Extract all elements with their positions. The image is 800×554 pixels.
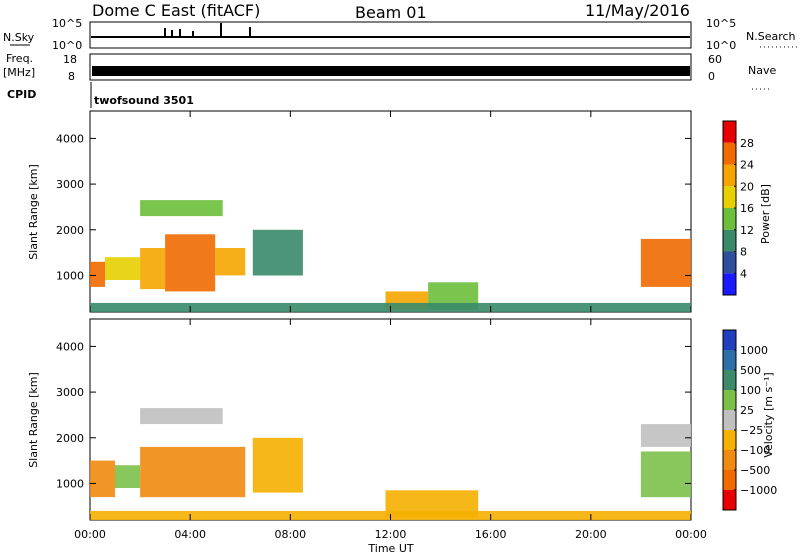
colorbar-swatch — [723, 273, 736, 296]
cpid-label: CPID — [7, 88, 36, 101]
x-tick-label: 00:00 — [675, 528, 707, 541]
heatmap-patch — [640, 424, 691, 447]
colorbar-tick-label: 12 — [740, 224, 754, 237]
velocity-heatmap — [90, 408, 691, 520]
colorbar-swatch — [723, 164, 736, 187]
nsky-label: N.Sky — [3, 31, 35, 44]
colorbar-tick-label: 500 — [740, 364, 761, 377]
colorbar-tick-label: −25 — [740, 424, 763, 437]
date-title: 11/May/2016 — [585, 1, 690, 20]
colorbar-swatch — [723, 186, 736, 209]
heatmap-patch — [165, 234, 216, 292]
velocity-y-axis: 1000 2000 3000 4000 — [56, 340, 691, 490]
x-tick-label: 20:00 — [575, 528, 607, 541]
y-tick-label: 4000 — [56, 132, 84, 145]
freq-label: Freq. — [6, 52, 33, 65]
colorbar-swatch — [723, 390, 736, 410]
power-colorbar: 4 8 12 16 20 24 28 — [722, 120, 754, 296]
colorbar-swatch — [723, 208, 736, 230]
y-tick-label: 1000 — [56, 269, 84, 282]
colorbar-swatch — [723, 229, 736, 252]
colorbar-tick-label: 25 — [740, 404, 754, 417]
nsky-left-top: 10^5 — [52, 17, 82, 30]
colorbar-swatch — [723, 410, 736, 430]
heatmap-patch — [105, 257, 141, 280]
heatmap-patch — [252, 437, 303, 493]
colorbar-tick-label: 20 — [740, 180, 754, 193]
power-heatmap — [90, 200, 691, 312]
y-tick-label: 2000 — [56, 224, 84, 237]
colorbar-swatch — [723, 370, 736, 390]
power-y-axis: 1000 2000 3000 4000 — [56, 132, 691, 282]
x-tick-label: 00:00 — [74, 528, 106, 541]
x-tick-label: 08:00 — [274, 528, 306, 541]
nsky-right-bottom: 10^0 — [706, 39, 736, 52]
freq-left-bottom: 8 — [68, 70, 75, 83]
station-title: Dome C East (fitACF) — [92, 1, 260, 20]
nsky-left-bottom: 10^0 — [52, 39, 82, 52]
colorbar-tick-label: 1000 — [740, 344, 768, 357]
colorbar-swatch — [723, 430, 736, 450]
heatmap-patch — [115, 465, 140, 488]
cpid-program: twofsound 3501 — [94, 94, 194, 107]
y-tick-label: 4000 — [56, 340, 84, 353]
heatmap-patch — [140, 248, 166, 290]
colorbar-tick-label: −500 — [740, 464, 770, 477]
power-ylabel: Slant Range [km] — [27, 164, 40, 260]
x-tick-label: 12:00 — [375, 528, 407, 541]
colorbar-tick-label: 28 — [740, 137, 754, 150]
heatmap-patch — [140, 408, 223, 425]
velocity-colorbar: 1000 500 100 25 −25 −100 −500 −1000 — [722, 329, 777, 511]
colorbar-swatch — [723, 490, 736, 510]
heatmap-patch — [215, 248, 246, 276]
nave-label: Nave — [748, 64, 776, 77]
nsky-right-top: 10^5 — [706, 17, 736, 30]
colorbar-swatch — [723, 330, 736, 350]
freq-frame — [89, 53, 692, 81]
velocity-ylabel: Slant Range [km] — [27, 372, 40, 468]
colorbar-swatch — [723, 350, 736, 370]
freq-right-top: 60 — [708, 53, 722, 66]
beam-title: Beam 01 — [355, 3, 427, 22]
y-tick-label: 3000 — [56, 178, 84, 191]
freq-left-top: 18 — [63, 53, 77, 66]
y-tick-label: 1000 — [56, 477, 84, 490]
heatmap-patch — [252, 229, 303, 276]
x-tick-label: 04:00 — [174, 528, 206, 541]
heatmap-patch — [90, 261, 105, 287]
y-tick-label: 2000 — [56, 432, 84, 445]
x-tick-label: 16:00 — [475, 528, 507, 541]
velocity-colorbar-label: Velocity [m s⁻¹] — [762, 372, 775, 457]
nsky-trace — [91, 23, 690, 38]
freq-right-bottom: 0 — [708, 70, 715, 83]
heatmap-patch — [640, 238, 691, 287]
nsearch-label: N.Search — [746, 30, 796, 43]
colorbar-frame — [722, 329, 737, 511]
colorbar-tick-label: −1000 — [740, 484, 777, 497]
xlabel: Time UT — [367, 542, 413, 554]
colorbar-tick-label: 4 — [740, 267, 747, 280]
colorbar-tick-label: 24 — [740, 159, 754, 172]
colorbar-tick-label: 16 — [740, 202, 754, 215]
freq-trace — [92, 66, 690, 76]
power-colorbar-label: Power [dB] — [759, 184, 772, 244]
colorbar-tick-label: −100 — [740, 444, 770, 457]
time-axis: 00:00 04:00 08:00 12:00 16:00 20:00 00:00 — [74, 111, 707, 541]
heatmap-patch — [640, 451, 691, 498]
heatmap-patch — [140, 446, 246, 498]
freq-unit: [MHz] — [3, 66, 35, 79]
colorbar-swatch — [723, 450, 736, 470]
y-tick-label: 3000 — [56, 386, 84, 399]
heatmap-patch — [90, 460, 115, 498]
colorbar-swatch — [723, 142, 736, 165]
heatmap-patch — [140, 200, 223, 217]
colorbar-swatch — [723, 251, 736, 274]
colorbar-tick-label: 100 — [740, 384, 761, 397]
colorbar-swatch — [723, 470, 736, 490]
colorbar-tick-label: 8 — [740, 246, 747, 259]
colorbar-swatch — [723, 121, 736, 143]
nsky-frame — [89, 21, 692, 49]
